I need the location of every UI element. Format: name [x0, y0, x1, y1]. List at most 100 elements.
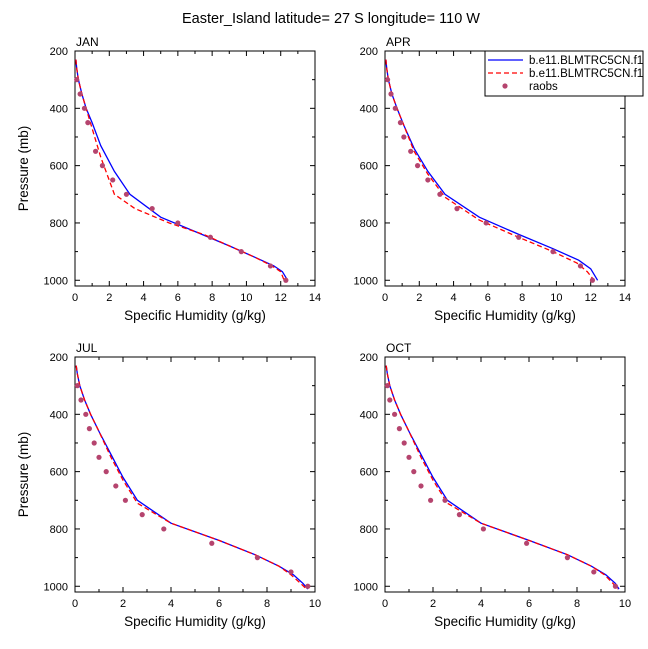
x-tick-label: 14: [619, 292, 631, 304]
raobs-point: [550, 249, 556, 255]
x-tick-label: 8: [519, 292, 525, 304]
raobs-point: [209, 540, 215, 546]
x-tick-label: 4: [478, 598, 484, 610]
x-tick-label: 6: [526, 598, 532, 610]
panel-title: JUL: [76, 341, 98, 355]
y-axis-label: Pressure (mb): [16, 126, 31, 212]
raobs-point: [238, 249, 244, 255]
x-tick-label: 10: [309, 598, 321, 610]
y-tick-label: 1000: [354, 275, 378, 287]
raobs-point: [454, 206, 460, 212]
raobs-point: [387, 397, 393, 403]
raobs-point: [516, 234, 522, 240]
raobs-point: [480, 526, 486, 532]
y-tick-label: 1000: [44, 275, 68, 287]
raobs-point: [425, 177, 431, 183]
y-tick-label: 200: [50, 352, 68, 364]
raobs-point: [401, 440, 407, 446]
raobs-point: [396, 426, 402, 432]
panel-title: OCT: [386, 341, 412, 355]
x-tick-label: 8: [574, 598, 580, 610]
x-tick-label: 2: [106, 292, 112, 304]
y-tick-label: 600: [50, 161, 68, 173]
y-tick-label: 400: [360, 409, 378, 421]
legend-marker: [502, 83, 508, 89]
x-tick-label: 10: [550, 292, 562, 304]
raobs-point: [96, 454, 102, 460]
y-tick-label: 400: [50, 409, 68, 421]
raobs-point: [91, 440, 97, 446]
raobs-point: [122, 497, 128, 503]
raobs-point: [414, 163, 421, 169]
raobs-point: [254, 555, 260, 561]
y-tick-label: 400: [360, 103, 378, 115]
x-tick-label: 10: [240, 292, 252, 304]
y-tick-label: 1000: [44, 581, 68, 593]
x-tick-label: 4: [451, 292, 457, 304]
chart-panel-jan: JAN 0 2 4 6 8 10 12 14 200 400 600 800 1000 Specific H…: [16, 35, 321, 323]
x-tick-label: 6: [175, 292, 181, 304]
raobs-point: [564, 555, 571, 561]
y-tick-label: 200: [360, 46, 378, 58]
y-tick-label: 600: [360, 467, 378, 479]
x-tick-label: 4: [141, 292, 147, 304]
model-line-dashed: [385, 365, 619, 590]
raobs-point: [612, 583, 619, 589]
model-line-dashed: [75, 59, 285, 281]
x-tick-label: 8: [209, 292, 215, 304]
raobs-point: [85, 120, 91, 126]
x-tick-label: 10: [619, 598, 631, 610]
chart-panel-jul: JUL 0 2 4 6 8 10 200 400 600 800 1000 Specific Humid…: [16, 341, 321, 629]
x-tick-label: 12: [585, 292, 597, 304]
raobs-point: [77, 91, 83, 97]
model-line-dashed: [385, 59, 595, 281]
x-axis-label: Specific Humidity (g/kg): [434, 614, 576, 629]
y-tick-label: 600: [360, 161, 378, 173]
raobs-point: [392, 411, 398, 417]
raobs-point: [397, 120, 404, 126]
raobs-point: [175, 220, 181, 226]
raobs-point: [149, 206, 155, 212]
model-line-dashed: [75, 365, 308, 590]
x-tick-label: 2: [430, 598, 436, 610]
legend-label: b.e11.BLMTRC5CN.f1: [529, 68, 643, 80]
x-tick-label: 6: [485, 292, 491, 304]
raobs-point: [288, 569, 294, 575]
legend-box: [484, 50, 644, 97]
raobs-point: [103, 469, 109, 475]
panel-title: JAN: [76, 35, 99, 49]
raobs-point: [113, 483, 119, 489]
raobs-point: [283, 277, 289, 283]
raobs-point: [524, 540, 530, 546]
chart-panel-oct: OCT 0 2 4 6 8 10 200 400 600 800 1000 Specific Humid…: [354, 341, 632, 629]
x-tick-label: 2: [416, 292, 422, 304]
x-tick-label: 0: [382, 598, 388, 610]
raobs-point: [392, 105, 398, 111]
raobs-point: [110, 177, 116, 183]
raobs-point: [406, 454, 412, 460]
raobs-point: [74, 383, 80, 389]
x-tick-label: 2: [120, 598, 126, 610]
raobs-point: [591, 569, 597, 575]
x-tick-label: 4: [168, 598, 174, 610]
raobs-point: [577, 263, 584, 269]
raobs-point: [388, 91, 394, 97]
raobs-point: [589, 277, 596, 283]
legend-label: b.e11.BLMTRC5CN.f1: [529, 55, 643, 67]
y-axis-label: Pressure (mb): [16, 432, 31, 518]
raobs-point: [99, 163, 106, 169]
y-tick-label: 200: [50, 46, 68, 58]
raobs-point: [401, 134, 407, 140]
raobs-point: [418, 483, 424, 489]
legend-label: raobs: [529, 81, 558, 93]
raobs-point: [384, 383, 390, 389]
figure-title: Easter_Island latitude= 27 S longitude= …: [182, 11, 480, 27]
raobs-point: [267, 263, 274, 269]
panel-title: APR: [386, 35, 411, 49]
raobs-point: [81, 105, 88, 111]
raobs-point: [207, 234, 214, 240]
raobs-point: [483, 220, 489, 226]
raobs-point: [92, 148, 99, 154]
x-tick-label: 0: [72, 598, 78, 610]
